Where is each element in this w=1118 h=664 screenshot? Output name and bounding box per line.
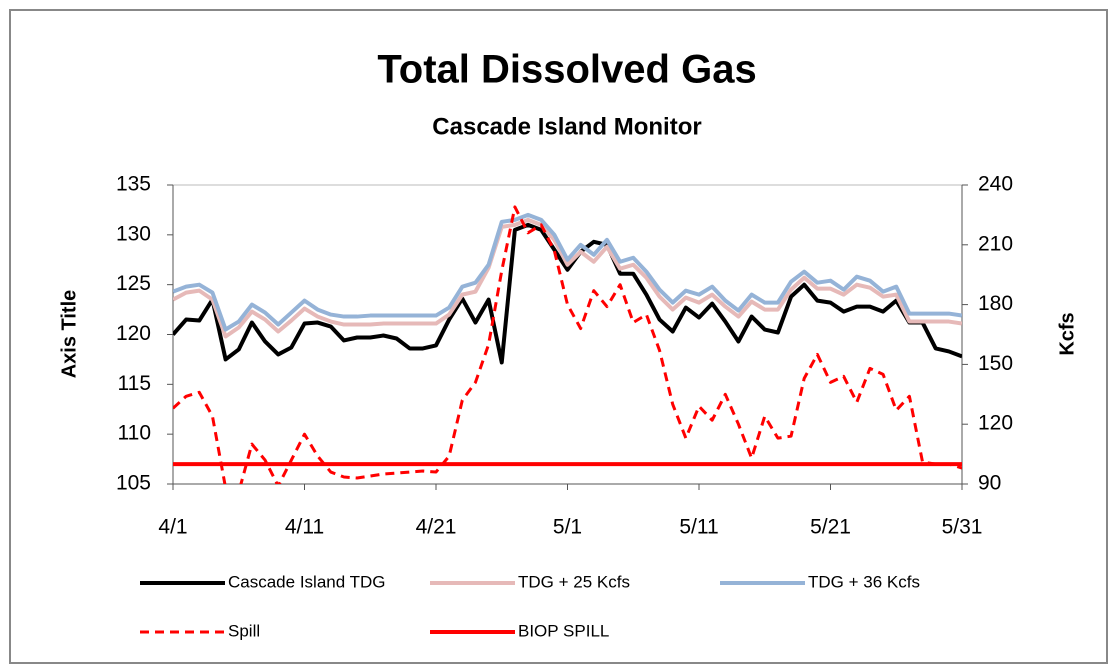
x-tick-label: 5/1 <box>553 516 582 539</box>
x-tick-label: 4/21 <box>416 516 457 539</box>
x-tick-label: 4/11 <box>285 516 324 539</box>
series-line <box>173 217 962 339</box>
legend-label: Spill <box>228 621 260 640</box>
legend-label: TDG + 36 Kcfs <box>808 572 920 591</box>
y-tick-label: 105 <box>116 472 151 495</box>
series-line <box>173 212 962 332</box>
y-tick-label: 125 <box>116 272 151 295</box>
y-tick-label: 115 <box>118 372 151 395</box>
x-tick-label: 5/11 <box>679 516 718 539</box>
series-line <box>173 222 962 365</box>
y2-tick-label: 240 <box>978 173 1013 196</box>
legend-label: BIOP SPILL <box>518 621 609 640</box>
y2-tick-label: 120 <box>978 412 1013 435</box>
y2-axis-title: Kcfs <box>1056 312 1078 355</box>
y-tick-label: 135 <box>116 173 151 196</box>
x-tick-label: 4/1 <box>158 516 187 539</box>
chart-frame <box>9 9 1108 664</box>
y-tick-label: 130 <box>116 222 151 245</box>
chart-title: Total Dissolved Gas <box>377 48 756 92</box>
y2-tick-label: 150 <box>978 352 1013 375</box>
series-line <box>173 205 962 484</box>
y-tick-label: 110 <box>118 422 151 445</box>
legend-label: TDG + 25 Kcfs <box>518 572 630 591</box>
plot-lines <box>173 205 962 484</box>
y2-tick-label: 180 <box>978 292 1013 315</box>
x-tick-label: 5/31 <box>942 516 983 539</box>
y-tick-label: 120 <box>116 322 151 345</box>
y2-tick-label: 210 <box>978 232 1013 255</box>
y2-tick-label: 90 <box>978 472 1001 495</box>
legend-label: Cascade Island TDG <box>228 572 385 591</box>
y-axis-title: Axis Title <box>58 290 80 379</box>
x-tick-label: 5/21 <box>810 516 851 539</box>
chart-subtitle: Cascade Island Monitor <box>432 113 701 140</box>
